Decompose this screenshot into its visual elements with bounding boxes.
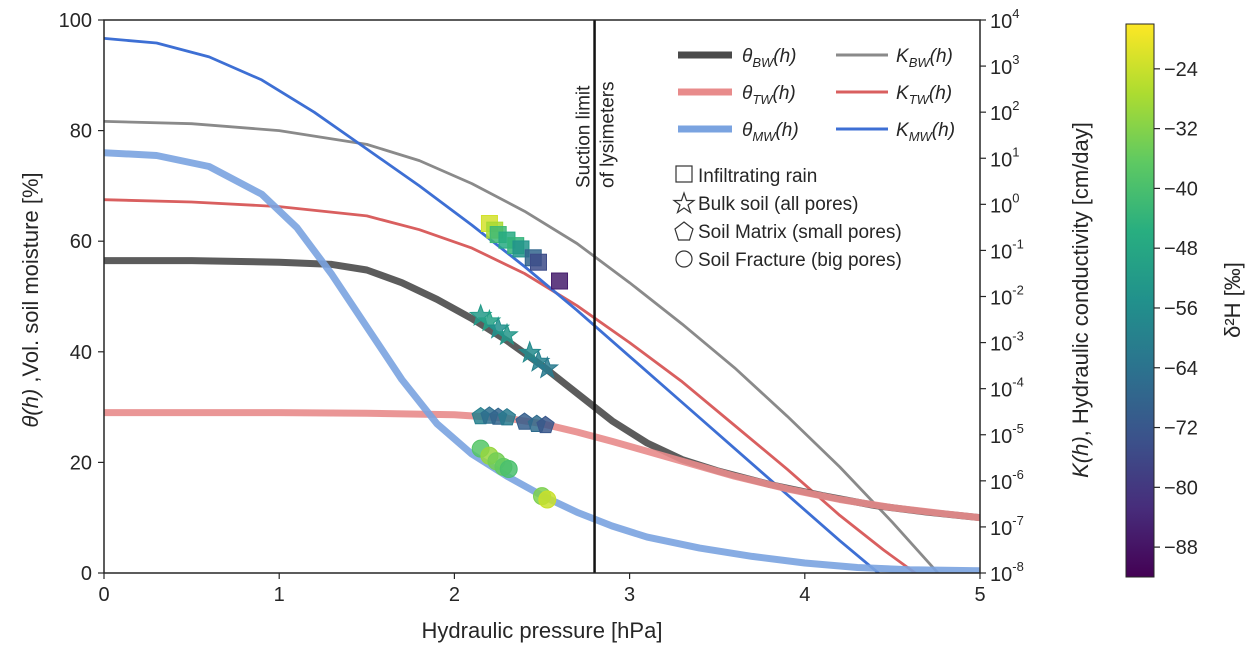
legend-label-theta-mw: θMW(h) — [742, 120, 799, 144]
legend-star-icon — [672, 191, 696, 215]
colorbar-ticks: −24 −32 −40 −48 −56 −64 −72 −80 −88 — [1154, 59, 1198, 559]
suction-limit-label-2: of lysimeters — [598, 81, 619, 188]
x-tick-label: 3 — [624, 584, 635, 606]
marker-circle — [538, 490, 557, 509]
legend-label-theta-bw: θBW(h) — [742, 46, 797, 70]
y-right-tick-label: 102 — [990, 98, 1019, 125]
legend-label-k-tw: KTW(h) — [896, 83, 952, 107]
y-right-tick-label: 10-6 — [990, 467, 1024, 494]
y-left-tick-label: 40 — [70, 342, 92, 364]
legend-circle-icon — [675, 250, 693, 268]
right-axis-label: K(h), Hydraulic conductivity [cm/day] — [1068, 122, 1093, 478]
colorbar-gradient — [1125, 23, 1155, 578]
y-right-tick-label: 10-5 — [990, 421, 1024, 448]
markers-layer — [468, 215, 569, 509]
y-left-tick-label: 100 — [59, 10, 92, 32]
y-right-tick-label: 10-2 — [990, 283, 1024, 310]
x-tick-label: 5 — [974, 584, 985, 606]
y-left-tick-label: 0 — [81, 563, 92, 585]
series-line-k-tw — [104, 198, 917, 573]
y-left-tick-label: 20 — [70, 452, 92, 474]
y-right-tick-label: 103 — [990, 52, 1019, 79]
x-tick-label: 1 — [274, 584, 285, 606]
marker-pentagon — [536, 415, 555, 434]
marker-square — [529, 253, 547, 271]
legend-label-infiltrating-rain: Infiltrating rain — [698, 166, 817, 187]
legend-label-k-bw: KBW(h) — [896, 46, 953, 70]
colorbar: −24 −32 −40 −48 −56 −64 −72 −80 −88 δ²H [‰] — [1125, 23, 1245, 578]
x-axis-ticks: 0 1 2 3 4 5 — [98, 573, 986, 606]
suction-limit-label: Suction limit — [574, 85, 595, 188]
y-right-tick-label: 10-1 — [990, 236, 1024, 263]
marker-pentagon — [515, 412, 534, 430]
legend-label-soil-fracture: Soil Fracture (big pores) — [698, 250, 902, 271]
legend-label-k-mw: KMW(h) — [896, 120, 955, 144]
y-right-tick-label: 10-8 — [990, 559, 1024, 586]
colorbar-tick-label: −56 — [1164, 298, 1198, 320]
y-right-tick-label: 10-3 — [990, 329, 1024, 356]
left-axis-label: θ(h) ,Vol. soil moisture [%] — [18, 172, 43, 427]
colorbar-tick-label: −72 — [1164, 418, 1198, 440]
colorbar-tick-label: −24 — [1164, 59, 1198, 81]
marker-circle — [499, 460, 518, 479]
colorbar-tick-label: −80 — [1164, 477, 1198, 499]
legend-label-theta-tw: θTW(h) — [742, 83, 796, 107]
series-line-k-bw — [104, 120, 940, 573]
legend: θBW(h) θTW(h) θMW(h) KBW(h) KTW(h) KMW(h… — [672, 46, 955, 271]
x-tick-label: 4 — [799, 584, 810, 606]
legend-pentagon-icon — [674, 221, 694, 241]
marker-star — [517, 340, 542, 364]
marker-square — [551, 272, 569, 290]
y-right-tick-label: 104 — [990, 6, 1019, 33]
legend-label-bulk-soil: Bulk soil (all pores) — [698, 194, 859, 215]
series-line-k-mw — [104, 37, 880, 573]
series-line-tw — [104, 409, 980, 522]
marker-pentagon — [497, 407, 517, 426]
right-axis-ticks: 10-8 10-7 10-6 10-5 10-4 10-3 10-2 10-1 100 101 10… — [980, 6, 1024, 586]
colorbar-tick-label: −48 — [1164, 238, 1198, 260]
y-left-tick-label: 80 — [70, 121, 92, 143]
colorbar-tick-label: −64 — [1164, 358, 1198, 380]
y-right-tick-label: 100 — [990, 190, 1019, 217]
x-tick-label: 0 — [98, 584, 109, 606]
left-axis-ticks: 0 20 40 60 80 100 — [59, 10, 104, 585]
legend-label-soil-matrix: Soil Matrix (small pores) — [698, 222, 902, 243]
legend-square-icon — [675, 165, 693, 183]
x-axis-label: Hydraulic pressure [hPa] — [422, 618, 663, 643]
colorbar-label: δ²H [‰] — [1220, 262, 1245, 338]
colorbar-tick-label: −32 — [1164, 119, 1198, 141]
y-right-tick-label: 10-7 — [990, 513, 1024, 540]
colorbar-tick-label: −40 — [1164, 178, 1198, 200]
marker-star — [495, 322, 519, 346]
y-right-tick-label: 101 — [990, 144, 1019, 171]
marker-star — [535, 355, 560, 379]
x-tick-label: 2 — [449, 584, 460, 606]
y-right-tick-label: 10-4 — [990, 375, 1024, 402]
series-line-bw — [104, 257, 980, 522]
colorbar-tick-label: −88 — [1164, 537, 1198, 559]
y-left-tick-label: 60 — [70, 231, 92, 253]
